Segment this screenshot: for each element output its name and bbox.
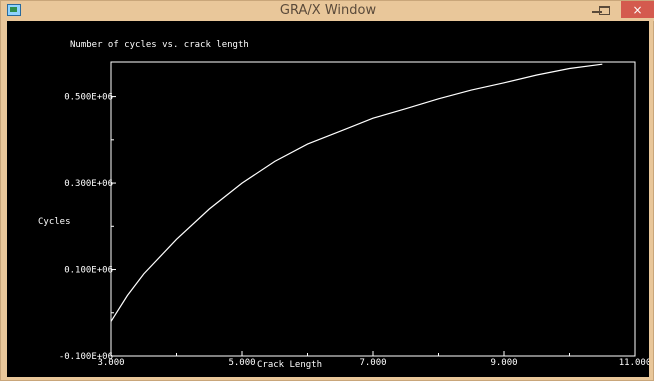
y-tick-label: 0.500E+06 — [64, 93, 113, 103]
x-tick-label: 11.000 — [619, 358, 649, 368]
window-title: GRA/X Window — [279, 3, 377, 18]
maximize-icon[interactable] — [591, 1, 617, 19]
y-axis: -0.100E+06 0.100E+06 0.300E+06 0.500E+06 — [59, 93, 116, 362]
y-axis-label: Cycles — [38, 217, 71, 227]
close-icon[interactable]: × — [621, 1, 654, 18]
x-tick-label: 9.000 — [490, 358, 517, 368]
y-tick-label: -0.100E+06 — [59, 352, 113, 362]
series-layer — [110, 63, 603, 322]
y-tick-label: 0.300E+06 — [64, 179, 113, 189]
x-axis: 3.000 5.000 7.000 9.000 11.000 — [97, 351, 649, 368]
chart-title: Number of cycles vs. crack length — [70, 40, 249, 50]
x-axis-label: Crack Length — [257, 360, 322, 370]
cycles-series-line — [110, 63, 603, 322]
plot-frame — [110, 61, 636, 357]
y-tick-label: 0.100E+06 — [64, 266, 113, 276]
graphics-canvas: Number of cycles vs. crack length 3.000 5… — [7, 21, 649, 377]
app-window-icon[interactable] — [7, 4, 21, 16]
x-tick-label: 5.000 — [228, 358, 255, 368]
x-tick-label: 7.000 — [359, 358, 386, 368]
cycles-chart: Number of cycles vs. crack length 3.000 5… — [38, 40, 649, 370]
title-bar[interactable]: GRA/X Window × — [1, 1, 654, 21]
x-tick-label: 3.000 — [97, 358, 124, 368]
